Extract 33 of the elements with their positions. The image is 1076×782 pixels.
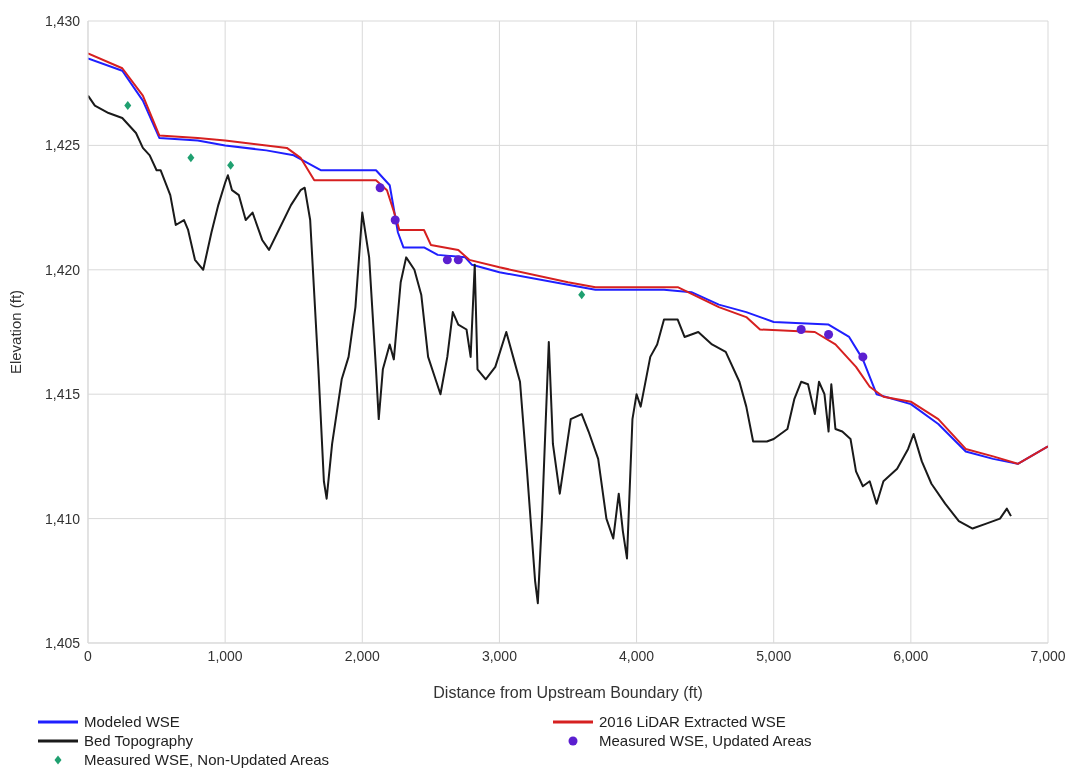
x-tick-label: 7,000 [1030, 647, 1066, 664]
point [442, 255, 452, 265]
x-tick-label: 1,000 [207, 647, 243, 664]
x-tick-label: 6,000 [893, 647, 929, 664]
x-tick-label: 2,000 [344, 647, 381, 664]
x-tick-label: 5,000 [756, 647, 792, 664]
legend-label: Measured WSE, Non-Updated Areas [84, 751, 330, 768]
y-tick-label: 1,430 [44, 12, 81, 29]
point [858, 352, 868, 362]
x-axis-title: Distance from Upstream Boundary (ft) [433, 684, 703, 701]
legend-label: Bed Topography [84, 732, 193, 749]
y-tick-label: 1,415 [44, 386, 81, 403]
legend-label: 2016 LiDAR Extracted WSE [599, 713, 786, 730]
point [578, 290, 586, 300]
point [375, 183, 385, 193]
y-tick-label: 1,425 [44, 137, 81, 154]
legend-label: Measured WSE, Updated Areas [599, 732, 812, 749]
point [824, 329, 834, 339]
y-tick-label: 1,410 [44, 510, 81, 527]
point [453, 255, 463, 265]
point [227, 160, 235, 170]
x-tick-label: 0 [84, 647, 93, 664]
point [187, 153, 195, 163]
x-tick-label: 4,000 [619, 647, 655, 664]
y-tick-label: 1,420 [44, 261, 81, 278]
x-tick-label: 3,000 [481, 647, 518, 664]
y-axis-title: Elevation (ft) [7, 289, 25, 375]
legend-label: Modeled WSE [84, 713, 180, 730]
line-series [88, 94, 1012, 605]
point [124, 101, 132, 111]
point [796, 325, 806, 335]
point [390, 215, 400, 225]
y-tick-label: 1,405 [44, 634, 81, 651]
